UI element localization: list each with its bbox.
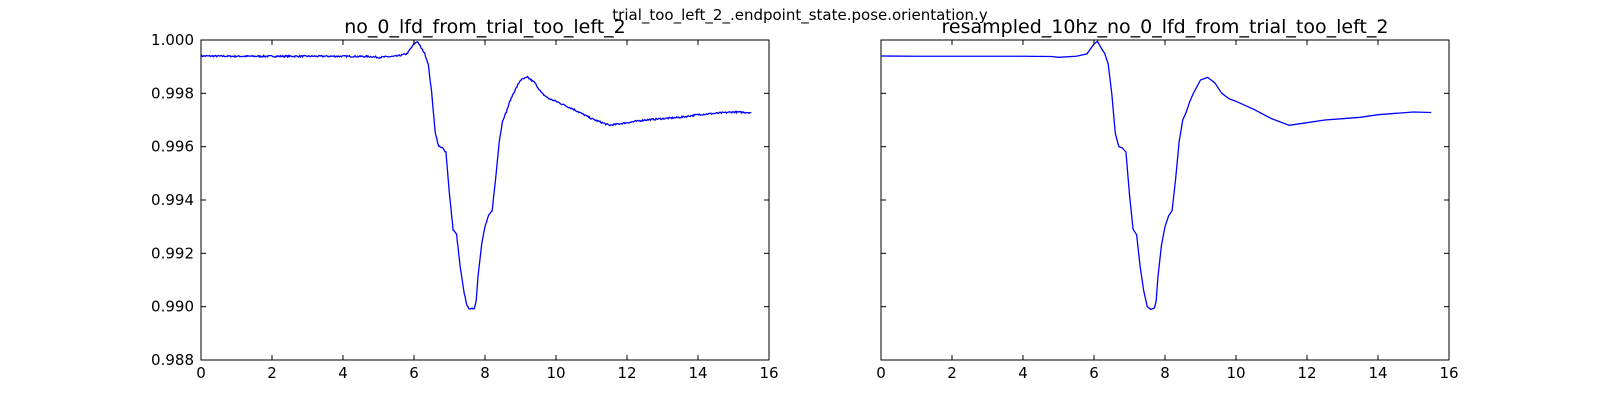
x-tick-label: 10 <box>1226 364 1245 382</box>
y-tick-label: 1.000 <box>151 31 194 49</box>
axes-frame <box>880 39 1450 361</box>
y-tick-label: 0.992 <box>151 244 194 262</box>
right-chart-panel: resampled_10hz_no_0_lfd_from_trial_too_l… <box>876 16 1458 382</box>
data-series-line <box>881 40 1432 311</box>
y-tick-label: 0.990 <box>151 298 194 316</box>
x-tick-label: 12 <box>1297 364 1316 382</box>
x-tick-label: 0 <box>196 364 206 382</box>
x-tick-label: 8 <box>480 364 490 382</box>
x-tick-label: 16 <box>759 364 778 382</box>
x-tick-label: 16 <box>1439 364 1458 382</box>
x-tick-label: 4 <box>338 364 348 382</box>
x-tick-label: 0 <box>876 364 886 382</box>
x-tick-label: 2 <box>947 364 957 382</box>
y-tick-label: 0.998 <box>151 84 194 102</box>
y-tick-label: 0.988 <box>151 351 194 369</box>
left-chart-panel: no_0_lfd_from_trial_too_left_2 0 2 4 6 8 10 12 1… <box>151 16 779 382</box>
y-tick-label: 0.996 <box>151 138 194 156</box>
chart-title: resampled_10hz_no_0_lfd_from_trial_too_l… <box>942 16 1389 38</box>
axes-frame <box>200 39 770 361</box>
data-series-line <box>201 41 752 310</box>
chart-title: no_0_lfd_from_trial_too_left_2 <box>344 16 626 38</box>
x-tick-label: 14 <box>688 364 707 382</box>
figure-suptitle: trial_too_left_2_.endpoint_state.pose.or… <box>612 6 988 24</box>
x-tick-label: 8 <box>1160 364 1170 382</box>
x-tick-label: 2 <box>267 364 277 382</box>
x-tick-label: 6 <box>1089 364 1099 382</box>
x-tick-label: 14 <box>1368 364 1387 382</box>
y-tick-label: 0.994 <box>151 191 194 209</box>
x-tick-label: 4 <box>1018 364 1028 382</box>
x-tick-label: 12 <box>617 364 636 382</box>
x-tick-label: 10 <box>546 364 565 382</box>
x-tick-label: 6 <box>409 364 419 382</box>
